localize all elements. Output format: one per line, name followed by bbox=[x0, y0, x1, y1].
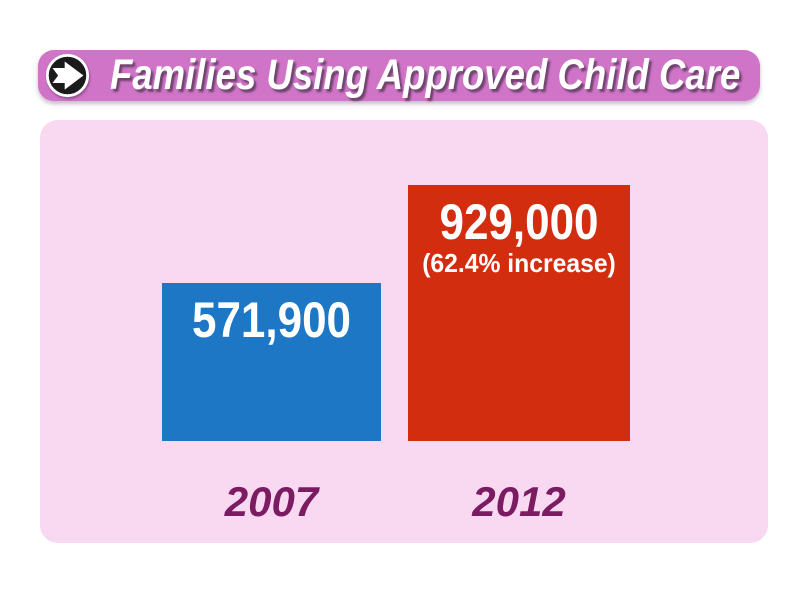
bar-2007: 571,900 bbox=[162, 283, 381, 441]
title-bar: Families Using Approved Child Care bbox=[38, 50, 760, 101]
category-label-2007: 2007 bbox=[224, 478, 319, 525]
bar-value-2012: 929,000 bbox=[439, 194, 599, 250]
page-title: Families Using Approved Child Care bbox=[110, 51, 741, 99]
arrow-right-circle-icon bbox=[45, 53, 90, 98]
category-label-2012: 2012 bbox=[472, 478, 566, 525]
bar-note-2012: (62.4% increase) bbox=[422, 248, 616, 278]
bar-value-2007: 571,900 bbox=[191, 292, 352, 348]
chart-area: 571,900 929,000 (62.4% increase) 2007 20… bbox=[40, 120, 768, 543]
bar-2012: 929,000 (62.4% increase) bbox=[408, 185, 630, 441]
